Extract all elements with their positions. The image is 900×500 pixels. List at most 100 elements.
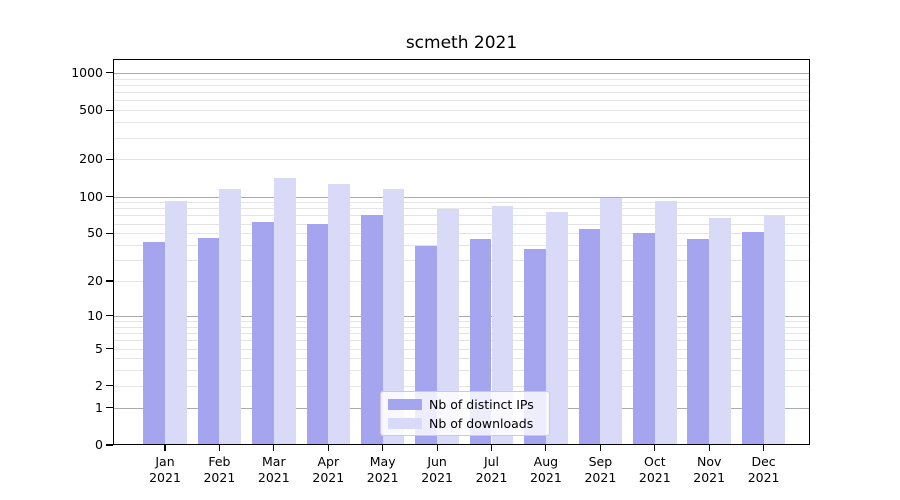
bar-distinct-ips-sep [578,229,601,445]
x-tick-label: Jun 2021 [393,454,481,485]
bar-downloads-jun [437,209,459,445]
x-tick-year: 2021 [312,469,345,485]
x-tick-label: Nov 2021 [665,454,753,485]
bar-distinct-ips-mar [252,221,274,445]
gridline-minor [113,137,810,139]
y-tick-mark [106,195,113,198]
y-tick-label: 10 [87,307,103,323]
y-tick-label: 20 [87,273,103,288]
gridline-minor [113,233,810,235]
bar-distinct-ips-nov [687,238,710,445]
gridline-minor [113,84,810,86]
x-tick-label: Jul 2021 [448,454,536,485]
x-tick-label: Jan 2021 [121,454,209,485]
gridline-minor [113,370,810,372]
legend: Nb of distinct IPs Nb of downloads [380,391,550,436]
x-tick-label: Oct 2021 [611,454,699,485]
x-tick-year: 2021 [475,469,508,485]
x-tick-month: Apr [317,454,340,469]
chart-title: scmeth 2021 [405,33,518,53]
legend-item-downloads: Nb of downloads [388,416,541,431]
y-tick-label: 500 [79,102,103,118]
x-tick-year: 2021 [693,469,726,485]
x-tick-month: Sep [588,454,613,469]
bar-downloads-jul [491,205,514,445]
gridline-minor [113,159,810,161]
gridline-minor [113,208,810,210]
gridline-minor [113,333,810,334]
x-tick-month: Oct [643,454,666,469]
gridline-minor [113,245,810,246]
gridline-minor [113,321,810,322]
bar-downloads-nov [709,217,731,445]
gridline-minor [113,202,810,204]
gridline-minor [113,385,810,387]
bar-downloads-sep [600,198,623,445]
y-tick-mark [106,444,113,446]
bar-downloads-may [382,189,405,445]
x-tick-mark [218,445,220,451]
bar-distinct-ips-dec [741,232,764,445]
gridline-major [113,72,810,74]
x-tick-month: Mar [262,454,286,469]
y-tick-mark [106,158,113,160]
gridline-minor [113,78,810,80]
gridline-minor [113,326,810,328]
x-tick-year: 2021 [203,469,236,485]
x-tick-label: Mar 2021 [230,454,318,485]
bar-downloads-feb [219,188,242,445]
gridline-minor [113,110,810,112]
x-tick-month: Jan [155,454,175,469]
x-tick-year: 2021 [638,469,671,485]
bar-downloads-jan [165,200,187,445]
x-tick-mark [490,445,493,451]
y-tick-mark [106,315,113,317]
gridline-minor [113,340,810,342]
y-tick-mark [106,407,113,409]
x-tick-mark [763,445,765,451]
x-tick-mark [599,445,601,451]
x-tick-mark [164,445,166,451]
gridline-minor [113,122,810,124]
x-tick-label: Sep 2021 [556,454,644,485]
x-tick-year: 2021 [257,469,290,485]
y-tick-label: 2 [95,377,103,393]
x-tick-label: Dec 2021 [720,454,808,485]
x-tick-month: Jul [483,454,500,469]
y-tick-mark [106,109,113,111]
x-tick-year: 2021 [421,469,453,485]
gridline-major [113,315,810,317]
y-tick-label: 0 [95,437,103,452]
legend-label-distinct-ips: Nb of distinct IPs [429,396,534,412]
x-tick-month: May [369,454,396,469]
legend-swatch-downloads [388,417,422,429]
y-tick-mark [106,385,113,387]
bar-distinct-ips-jan [143,242,165,445]
y-tick-mark [106,280,113,282]
y-tick-label: 1 [95,399,103,415]
bar-distinct-ips-may [360,215,383,445]
gridline-minor [113,215,810,217]
y-tick-label: 1000 [71,64,103,80]
bar-downloads-aug [545,211,568,445]
bar-distinct-ips-feb [197,237,220,445]
x-tick-label: May 2021 [339,454,427,485]
legend-item-distinct-ips: Nb of distinct IPs [388,397,541,412]
y-tick-label: 100 [79,188,103,204]
y-tick-mark [106,347,113,350]
bar-downloads-apr [328,184,351,445]
plot-area [113,59,810,445]
x-tick-year: 2021 [747,469,780,485]
gridline-minor [113,100,810,102]
bar-downloads-oct [654,200,677,445]
x-tick-month: Jun [427,454,447,469]
x-tick-month: Aug [533,454,559,469]
y-tick-mark [106,232,113,234]
x-tick-year: 2021 [366,469,399,485]
bar-downloads-mar [273,178,296,445]
gridline-minor [113,223,810,225]
x-tick-mark [436,445,438,451]
x-tick-month: Nov [696,454,722,469]
y-tick-label: 50 [87,225,103,241]
